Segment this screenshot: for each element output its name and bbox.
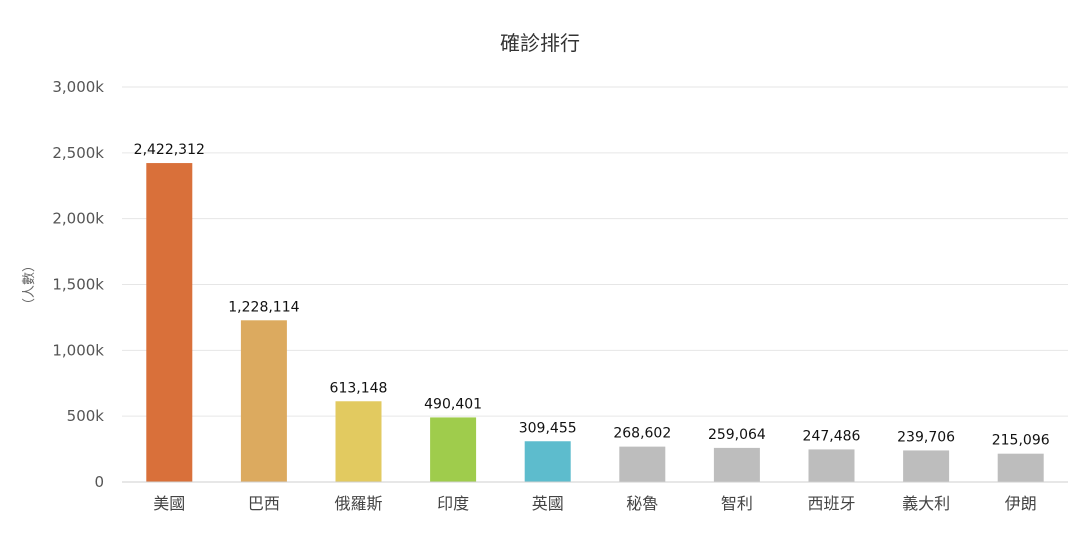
x-tick-label: 義大利 [902, 494, 950, 513]
chart-title: 確診排行 [500, 31, 580, 55]
bar [997, 453, 1044, 482]
data-label: 247,486 [803, 428, 861, 444]
data-label: 2,422,312 [134, 142, 205, 158]
x-tick-label: 俄羅斯 [334, 494, 382, 513]
x-tick-label: 智利 [721, 494, 753, 513]
y-tick-label: 2,500k [52, 144, 104, 162]
data-label: 239,706 [897, 429, 955, 445]
data-label: 1,228,114 [228, 299, 299, 315]
bar [240, 320, 287, 482]
x-tick-label: 英國 [532, 494, 564, 513]
y-tick-label: 500k [67, 407, 105, 425]
data-label: 215,096 [992, 433, 1050, 449]
y-tick-label: 1,000k [52, 341, 104, 359]
y-tick-label: 3,000k [52, 78, 104, 96]
data-label: 613,148 [330, 380, 388, 396]
data-label: 268,602 [613, 426, 671, 442]
bar [903, 450, 950, 482]
y-axis-ticks: 0 500k 1,000k 1,500k 2,000k 2,500k 3,000k [52, 78, 104, 491]
y-tick-label: 2,000k [52, 210, 104, 228]
data-label: 309,455 [519, 420, 577, 436]
data-label: 490,401 [424, 396, 482, 412]
data-labels: 2,422,312 1,228,114 613,148 490,401 309,455 2… [134, 142, 1050, 449]
data-label: 259,064 [708, 427, 766, 443]
bar [713, 447, 760, 482]
bar [146, 163, 193, 482]
bar [430, 417, 477, 482]
x-axis-ticks: 美國 巴西 俄羅斯 印度 英國 秘魯 智利 西班牙 義大利 伊朗 [153, 494, 1036, 513]
x-tick-label: 美國 [153, 494, 185, 513]
y-axis-label: （人數） [22, 259, 37, 311]
bar [619, 446, 666, 482]
x-tick-label: 西班牙 [807, 494, 855, 513]
bar [808, 449, 855, 482]
x-tick-label: 巴西 [248, 494, 280, 513]
x-tick-label: 印度 [437, 494, 469, 513]
bar [524, 441, 571, 482]
bars [146, 163, 1044, 482]
x-tick-label: 秘魯 [626, 494, 658, 513]
bar [335, 401, 382, 482]
y-tick-label: 0 [94, 473, 104, 491]
y-tick-label: 1,500k [52, 276, 104, 294]
x-tick-label: 伊朗 [1005, 494, 1037, 513]
